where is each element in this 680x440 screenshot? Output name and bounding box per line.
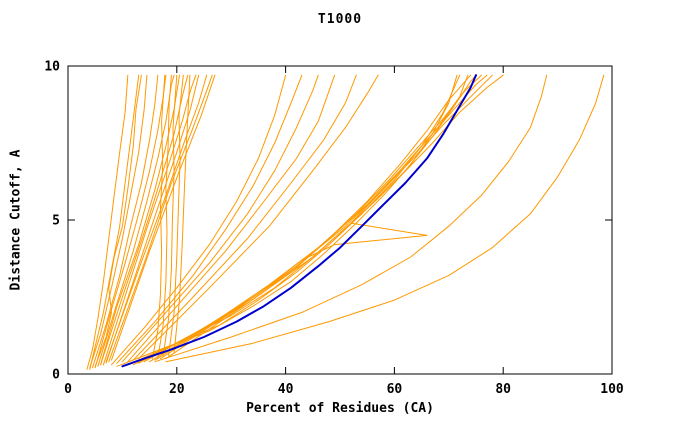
series-line: [89, 74, 148, 369]
series-line: [86, 74, 129, 370]
x-tick-label: 40: [278, 382, 294, 397]
series-line: [116, 74, 303, 364]
x-axis-label: Percent of Residues (CA): [246, 401, 434, 416]
series-line: [149, 74, 482, 363]
series-line: [92, 74, 159, 369]
series-line: [162, 74, 178, 356]
y-tick-label: 0: [52, 368, 60, 383]
series-line: [116, 74, 458, 367]
series-line: [168, 74, 184, 356]
x-tick-label: 80: [495, 382, 511, 397]
series-line: [151, 74, 166, 360]
series-line: [173, 74, 191, 353]
series-line: [100, 74, 189, 366]
series-line: [138, 74, 379, 360]
series-line: [105, 74, 200, 364]
series-line: [143, 74, 477, 363]
series-line: [108, 74, 213, 363]
series-line: [138, 74, 472, 364]
x-tick-label: 100: [600, 382, 624, 397]
y-tick-label: 10: [44, 60, 60, 75]
chart-title: T1000: [317, 12, 363, 27]
series-line: [94, 74, 142, 367]
series-line: [157, 74, 172, 360]
series-line: [121, 74, 319, 363]
x-tick-label: 60: [387, 382, 403, 397]
y-tick-label: 5: [52, 214, 60, 229]
series-line: [111, 74, 287, 366]
highlighted-series-line: [121, 74, 477, 368]
series-line: [154, 74, 548, 363]
series-line: [105, 74, 208, 363]
series-line: [154, 74, 488, 361]
series-line: [100, 74, 180, 366]
series-line: [160, 74, 493, 360]
series-line: [89, 74, 140, 370]
series-line: [132, 74, 357, 361]
x-tick-label: 0: [64, 382, 72, 397]
series-line: [165, 74, 605, 363]
series-line: [165, 74, 504, 360]
series-line: [102, 74, 197, 366]
x-tick-label: 20: [169, 382, 185, 397]
series-line: [127, 74, 336, 363]
